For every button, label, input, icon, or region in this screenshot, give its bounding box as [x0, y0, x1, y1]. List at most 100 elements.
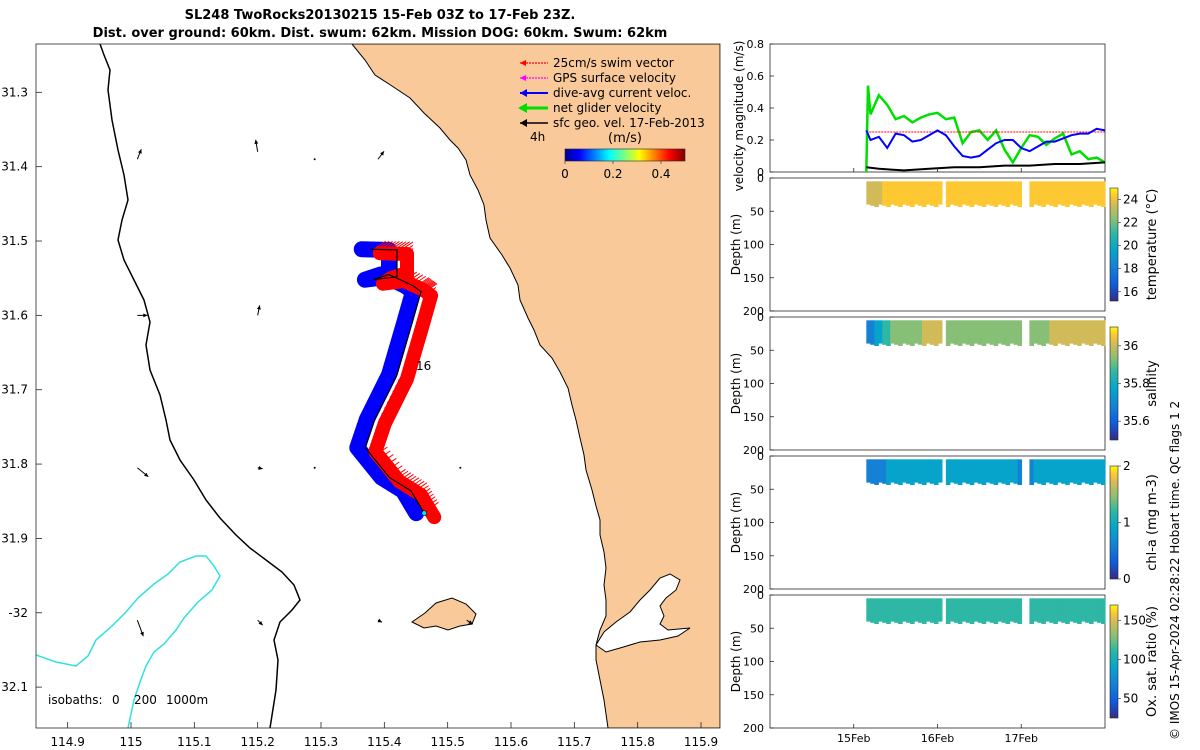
- swim-vector: [417, 310, 430, 320]
- profile-cell: [878, 459, 883, 483]
- profile-cell: [910, 459, 915, 485]
- profile-cell: [866, 181, 871, 205]
- map-x-tick-label: 115: [120, 735, 143, 749]
- colorbar-tick-label: 0.2: [603, 167, 622, 181]
- swim-vector: [406, 346, 419, 356]
- swim-vector: [397, 268, 411, 278]
- profile-cell: [997, 181, 1003, 205]
- swim-vector: [420, 280, 434, 290]
- profile-cell: [925, 181, 931, 205]
- swim-vector: [389, 388, 403, 398]
- depth-tick-label: 100: [743, 378, 764, 391]
- profile-cell: [878, 181, 883, 205]
- profile-cell: [890, 459, 895, 483]
- swim-vector: [421, 280, 435, 290]
- map-y-tick-label: 31.9: [1, 531, 28, 545]
- depth-tick-label: 100: [743, 656, 764, 669]
- profile-cell: [1049, 459, 1054, 484]
- profile-cell: [1009, 459, 1015, 483]
- profile-cell: [898, 320, 903, 346]
- profile-cell: [993, 459, 999, 485]
- title-line-1: SL248 TwoRocks20130215 15-Feb 03Z to 17-…: [184, 8, 576, 23]
- swim-vector: [421, 493, 434, 503]
- profile-cell: [981, 181, 987, 207]
- depth-ylabel: Depth (m): [729, 214, 743, 275]
- profile-cell: [1081, 459, 1086, 483]
- geo-velocity-arrows: [136, 139, 473, 637]
- legend-geo-velocity: sfc geo. vel. 17-Feb-2013: [553, 116, 705, 130]
- swim-vector: [416, 485, 429, 495]
- profile-cell: [925, 598, 931, 622]
- swim-vector: [381, 454, 394, 463]
- geo-velocity-arrowhead: [377, 618, 382, 623]
- profile-cell: [886, 459, 891, 485]
- map-y-axis: 31.3 31.4 31.5 31.6 31.7 31.8 31.9 -32 32.1: [1, 85, 42, 694]
- profile-colorbar-tick-label: 36: [1123, 339, 1138, 353]
- swim-vector: [392, 266, 406, 275]
- profile-cell: [957, 459, 963, 485]
- profile-colorbar-label: chl-a (mg m-3): [1145, 474, 1160, 571]
- speed-colorbar-ticks: 0 0.2 0.4: [561, 161, 671, 181]
- profile-cell: [961, 459, 967, 483]
- profile-cell: [1061, 598, 1066, 623]
- profile-cell: [977, 181, 983, 206]
- profile-cell: [981, 320, 987, 346]
- swim-vector: [400, 268, 414, 278]
- geo-velocity-arrowhead: [258, 620, 263, 626]
- isobath-1000m: [36, 555, 221, 728]
- swim-vector: [397, 241, 410, 251]
- swim-vector: [387, 241, 400, 250]
- profile-cell: [874, 320, 879, 346]
- profile-cell: [1081, 320, 1086, 344]
- profile-cell: [953, 181, 959, 206]
- velocity-series: [866, 161, 1106, 172]
- profile-cell: [1073, 320, 1078, 345]
- profile-cell: [929, 181, 935, 206]
- swim-vector: [390, 241, 404, 251]
- geo-velocity-arrowhead: [254, 139, 259, 145]
- profile-cell: [902, 459, 907, 483]
- swim-vector: [378, 411, 392, 420]
- profile-cell: [1093, 598, 1098, 622]
- swim-vector: [395, 470, 409, 480]
- velocity-y-tick-label: 0.4: [747, 102, 765, 115]
- swim-vector: [392, 383, 405, 392]
- profile-cell: [1089, 459, 1094, 485]
- colorbar-tick-label: 0: [561, 167, 569, 181]
- profile-cell: [1053, 598, 1058, 624]
- profile-cell: [1041, 598, 1046, 624]
- profile-colorbar-tick-label: 100: [1123, 653, 1146, 667]
- profile-colorbar: [1109, 187, 1119, 302]
- legend-geo-arrowhead: [520, 119, 527, 127]
- profile-cell: [1029, 181, 1034, 207]
- profile-cell: [1041, 181, 1046, 207]
- profile-cell: [973, 598, 979, 622]
- profile-cell: [993, 598, 999, 624]
- profile-cell: [866, 598, 871, 622]
- profile-cell: [1081, 181, 1086, 205]
- map-x-tick-label: 115.8: [620, 735, 654, 749]
- profile-panel: 0 50 100 150 200 Depth (m) 35.6 35.8 36 salinity: [729, 311, 1160, 457]
- swim-vector: [378, 270, 392, 280]
- profile-colorbar-tick-label: 50: [1123, 692, 1138, 706]
- geo-velocity-arrowhead: [143, 313, 148, 318]
- profile-cell: [1041, 459, 1046, 485]
- profile-cell: [878, 598, 883, 622]
- profile-cell: [1061, 320, 1066, 345]
- velocity-axes: [769, 43, 1106, 173]
- profile-cell: [1081, 598, 1086, 622]
- profile-cell: [894, 459, 899, 484]
- profile-cell: [870, 598, 875, 623]
- profile-cell: [870, 181, 875, 206]
- profile-cell: [914, 181, 919, 205]
- profile-cell: [894, 181, 899, 206]
- profile-panel: 0 50 100 150 200 Depth (m) 0 1 2 chl-a (mg m-3): [729, 450, 1160, 596]
- track-label: 16: [416, 359, 431, 373]
- depth-tick-label: 200: [743, 583, 764, 596]
- profile-cell: [1077, 320, 1082, 346]
- profile-cell: [945, 459, 951, 485]
- profile-cell: [1001, 181, 1007, 206]
- swim-vector: [401, 270, 415, 280]
- swim-vector: [386, 394, 400, 404]
- depth-tick-label: 50: [750, 205, 764, 218]
